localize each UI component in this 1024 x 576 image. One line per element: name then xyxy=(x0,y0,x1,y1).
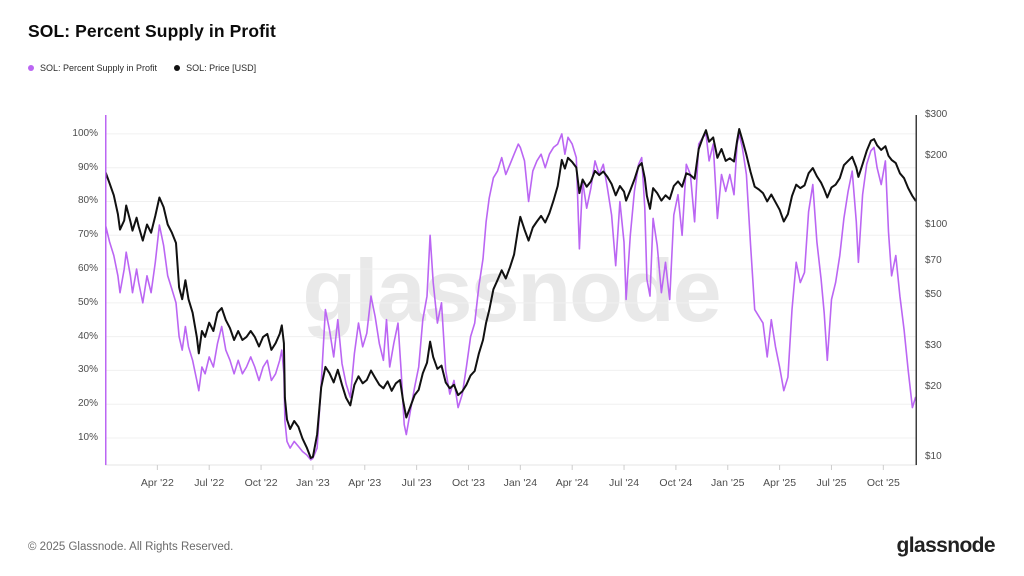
left-axis-tick-label: 20% xyxy=(77,398,98,410)
legend-dot-black-icon xyxy=(174,65,181,71)
right-axis-tick-label: $30 xyxy=(925,340,942,352)
right-axis-tick-label: $70 xyxy=(925,255,942,267)
x-axis-tick-label: Apr '24 xyxy=(555,477,589,489)
right-axis-tick-label: $50 xyxy=(925,289,942,301)
x-axis-tick-label: Oct '25 xyxy=(866,477,900,489)
footer-copyright: © 2025 Glassnode. All Rights Reserved. xyxy=(28,541,234,553)
right-axis-tick-label: $20 xyxy=(925,381,942,393)
right-axis-tick-label: $100 xyxy=(925,219,948,231)
x-axis-tick-label: Apr '22 xyxy=(140,477,174,489)
left-axis-tick-label: 60% xyxy=(77,263,98,275)
plot-area[interactable] xyxy=(105,115,917,472)
x-axis-tick-label: Jul '22 xyxy=(194,477,225,489)
price-series-line xyxy=(105,128,917,459)
x-axis-tick-label: Oct '24 xyxy=(659,477,693,489)
x-axis-tick-label: Jul '23 xyxy=(401,477,432,489)
x-axis-tick-label: Jul '25 xyxy=(816,477,847,489)
x-axis-tick-label: Oct '22 xyxy=(244,477,278,489)
right-axis-tick-label: $200 xyxy=(925,149,948,161)
glassnode-logo: glassnode xyxy=(896,534,996,557)
profit-series-line xyxy=(105,133,917,461)
legend-label-price: SOL: Price [USD] xyxy=(186,63,257,73)
x-axis-tick-label: Jan '23 xyxy=(296,477,330,489)
legend-label-percent-supply: SOL: Percent Supply in Profit xyxy=(40,63,158,73)
legend: SOL: Percent Supply in Profit SOL: Price… xyxy=(28,63,256,73)
left-axis-tick-label: 70% xyxy=(77,229,98,241)
left-axis-tick-label: 50% xyxy=(77,296,98,308)
right-axis-tick-label: $10 xyxy=(925,450,942,462)
left-axis-tick-label: 90% xyxy=(77,161,98,173)
left-axis-tick-label: 100% xyxy=(72,127,98,139)
x-axis-tick-label: Oct '23 xyxy=(452,477,485,489)
x-axis-tick-label: Apr '23 xyxy=(348,477,382,489)
right-axis-tick-label: $300 xyxy=(925,109,948,120)
chart-title: SOL: Percent Supply in Profit xyxy=(28,21,276,41)
x-axis-tick-label: Jan '25 xyxy=(710,477,745,489)
x-axis-tick-label: Apr '25 xyxy=(763,477,797,489)
legend-dot-purple-icon xyxy=(28,65,34,71)
left-axis-tick-label: 80% xyxy=(77,195,98,207)
x-axis-tick-label: Jan '24 xyxy=(503,477,538,489)
left-axis-tick-label: 10% xyxy=(77,431,98,443)
legend-item-percent-supply-in-profit[interactable]: SOL: Percent Supply in Profit xyxy=(28,63,157,73)
left-axis-tick-label: 30% xyxy=(77,364,98,376)
legend-item-price-usd[interactable]: SOL: Price [USD] xyxy=(174,63,256,73)
left-axis-tick-label: 40% xyxy=(77,330,98,342)
x-axis-tick-label: Jul '24 xyxy=(609,477,640,489)
